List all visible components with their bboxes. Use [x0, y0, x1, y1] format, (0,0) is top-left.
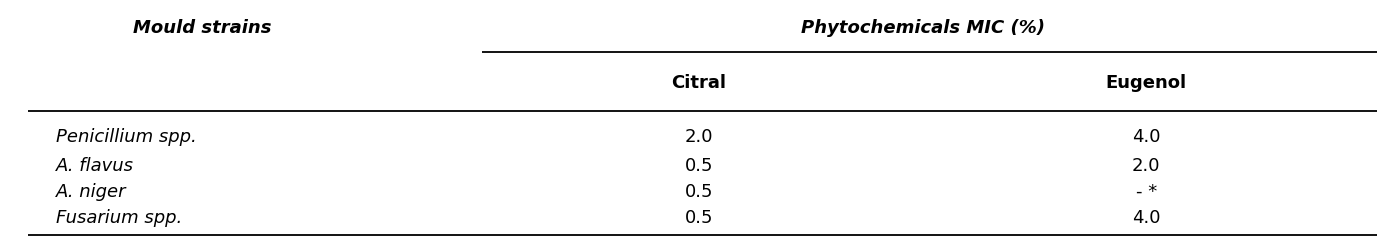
Text: 4.0: 4.0	[1132, 209, 1160, 227]
Text: 0.5: 0.5	[685, 209, 713, 227]
Text: Mould strains: Mould strains	[133, 19, 273, 37]
Text: Fusarium spp.: Fusarium spp.	[56, 209, 182, 227]
Text: 0.5: 0.5	[685, 157, 713, 175]
Text: 2.0: 2.0	[1132, 157, 1160, 175]
Text: Phytochemicals MIC (%): Phytochemicals MIC (%)	[801, 19, 1044, 37]
Text: - *: - *	[1135, 183, 1158, 201]
Text: A. flavus: A. flavus	[56, 157, 134, 175]
Text: Eugenol: Eugenol	[1106, 74, 1187, 92]
Text: 0.5: 0.5	[685, 183, 713, 201]
Text: 4.0: 4.0	[1132, 128, 1160, 146]
Text: Penicillium spp.: Penicillium spp.	[56, 128, 197, 146]
Text: 2.0: 2.0	[685, 128, 713, 146]
Text: A. niger: A. niger	[56, 183, 126, 201]
Text: Citral: Citral	[671, 74, 727, 92]
